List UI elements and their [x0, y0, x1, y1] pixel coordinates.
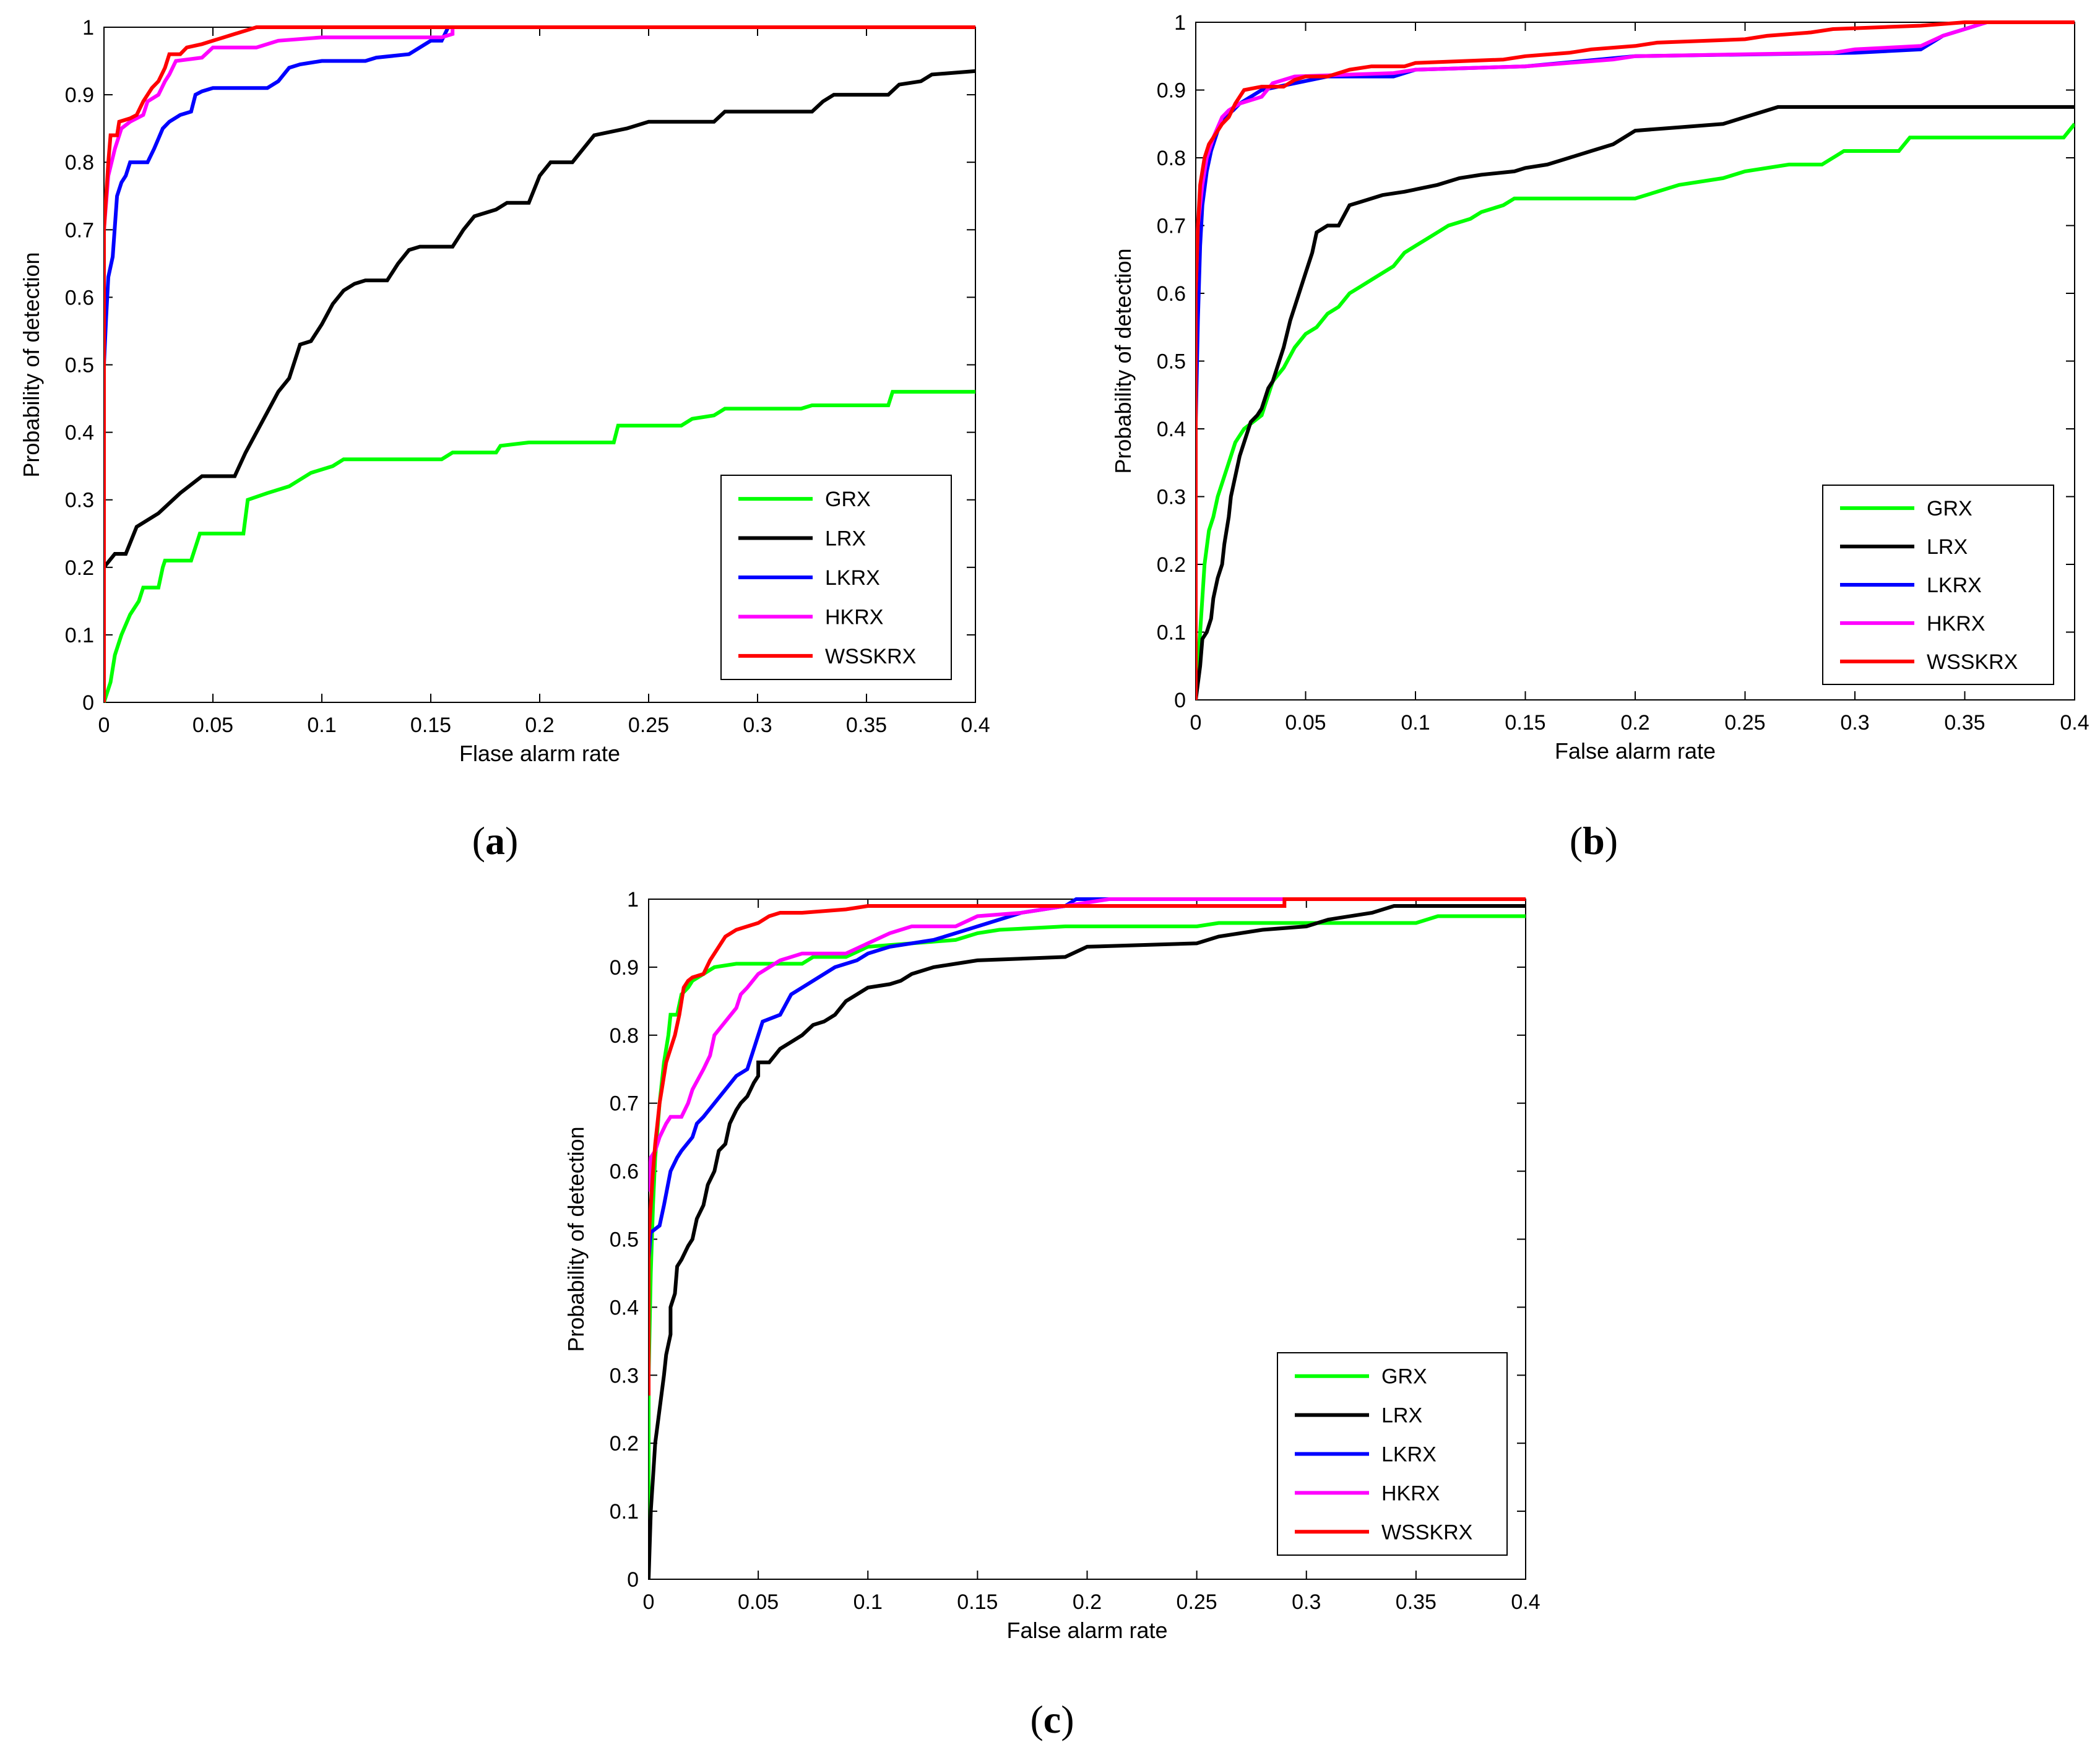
x-tick-label: 0.2 — [1620, 711, 1649, 735]
chart-panel-c: 0 0.05 0.1 0.15 0.2 0.25 0.3 0.35 0.4 0 0.1 0.2 0.3 0… — [563, 888, 1540, 1741]
y-tick-label: 0.7 — [65, 218, 94, 242]
y-tick-label: 0.8 — [610, 1024, 639, 1048]
series-line-lkrx — [104, 27, 975, 365]
x-axis-label: False alarm rate — [1555, 738, 1716, 764]
y-tick-label: 0.6 — [65, 286, 94, 309]
x-tick-label: 0.3 — [1292, 1590, 1321, 1614]
y-tick-label: 0 — [627, 1568, 639, 1592]
y-tick-label: 0.1 — [1157, 621, 1186, 645]
y-tick-label: 0.2 — [610, 1432, 639, 1455]
x-tick-label: 0.15 — [1505, 711, 1545, 735]
y-tick-label: 0.9 — [610, 956, 639, 980]
x-tick-label: 0.3 — [1840, 711, 1869, 735]
x-tick-label: 0 — [1190, 711, 1202, 735]
y-tick-label: 0.4 — [1157, 418, 1186, 441]
legend-label-lkrx: LKRX — [1927, 574, 1982, 597]
y-tick-label: 1 — [1174, 11, 1186, 35]
legend-label-hkrx: HKRX — [825, 605, 883, 629]
panel-label-b: (b) — [1570, 819, 1618, 863]
y-tick-label: 0.4 — [610, 1296, 639, 1319]
series-line-hkrx — [1196, 22, 2075, 293]
x-tick-label: 0 — [643, 1590, 655, 1614]
x-tick-label: 0.2 — [1073, 1590, 1102, 1614]
y-tick-label: 0.1 — [610, 1500, 639, 1524]
legend-label-grx: GRX — [1381, 1365, 1427, 1389]
x-tick-label: 0.1 — [1401, 711, 1430, 735]
legend-label-lkrx: LKRX — [825, 566, 880, 590]
x-tick-label: 0.1 — [307, 714, 336, 737]
y-tick-label: 0.6 — [610, 1160, 639, 1184]
legend-label-wsskrx: WSSKRX — [1381, 1520, 1472, 1544]
x-tick-label: 0.35 — [1944, 711, 1985, 735]
legend-label-lrx: LRX — [825, 527, 866, 551]
legend-label-wsskrx: WSSKRX — [825, 645, 916, 668]
series-line-lkrx — [1196, 22, 2075, 422]
legend-label-lrx: LRX — [1927, 535, 1968, 559]
x-tick-label: 0.15 — [410, 714, 451, 737]
y-tick-label: 0.3 — [65, 489, 94, 512]
legend-label-hkrx: HKRX — [1927, 612, 1985, 636]
legend: GRX LRX LKRX HKRX WSSKRX — [1277, 1353, 1507, 1555]
panel-label-a: (a) — [472, 819, 519, 863]
x-tick-label: 0.05 — [192, 714, 233, 737]
x-axis-label: Flase alarm rate — [459, 741, 620, 766]
x-tick-label: 0 — [98, 714, 110, 737]
legend-label-hkrx: HKRX — [1381, 1481, 1440, 1505]
y-tick-label: 0.6 — [1157, 282, 1186, 306]
y-tick-label: 0.3 — [610, 1364, 639, 1387]
legend-label-grx: GRX — [1927, 497, 1973, 520]
x-tick-label: 0.25 — [1724, 711, 1765, 735]
series-line-hkrx — [104, 27, 975, 230]
legend-label-wsskrx: WSSKRX — [1927, 650, 2018, 674]
x-tick-label: 0.3 — [743, 714, 772, 737]
x-tick-label: 0.4 — [961, 714, 990, 737]
y-tick-label: 1 — [82, 16, 94, 40]
y-tick-label: 0.7 — [1157, 215, 1186, 238]
series-line-lkrx — [649, 899, 1526, 1260]
x-tick-label: 0.1 — [853, 1590, 883, 1614]
y-tick-label: 0.1 — [65, 624, 94, 647]
legend: GRX LRX LKRX HKRX WSSKRX — [1823, 485, 2054, 684]
x-tick-label: 0.35 — [846, 714, 887, 737]
y-axis-label: Probability of detection — [563, 1126, 589, 1352]
series-line-wsskrx — [649, 899, 1526, 1395]
y-tick-label: 0.2 — [65, 556, 94, 580]
x-tick-label: 0.05 — [1285, 711, 1326, 735]
y-tick-label: 0.9 — [65, 84, 94, 107]
roc-figure: 0 0.05 0.1 0.15 0.2 0.25 0.3 0.35 0.4 0 0.1 0.2 0.3 0… — [0, 0, 2100, 1742]
x-axis-label: False alarm rate — [1006, 1618, 1167, 1643]
chart-panel-b: 0 0.05 0.1 0.15 0.2 0.25 0.3 0.35 0.4 0 0.1 0.2 0.3 0… — [1110, 11, 2089, 863]
x-tick-label: 0.4 — [2060, 711, 2089, 735]
chart-panel-a: 0 0.05 0.1 0.15 0.2 0.25 0.3 0.35 0.4 0 0.1 0.2 0.3 0… — [19, 16, 990, 863]
x-tick-label: 0.05 — [738, 1590, 779, 1614]
y-axis-label: Probability of detection — [1110, 248, 1136, 473]
panel-label-c: (c) — [1030, 1697, 1074, 1741]
legend: GRX LRX LKRX HKRX WSSKRX — [721, 475, 951, 679]
legend-label-lrx: LRX — [1381, 1404, 1422, 1428]
x-tick-label: 0.4 — [1511, 1590, 1540, 1614]
y-tick-label: 0.8 — [65, 151, 94, 175]
x-tick-label: 0.15 — [957, 1590, 998, 1614]
y-tick-label: 0.7 — [610, 1092, 639, 1116]
x-tick-label: 0.2 — [525, 714, 554, 737]
y-tick-label: 0.3 — [1157, 486, 1186, 509]
y-tick-label: 0.8 — [1157, 147, 1186, 170]
x-tick-label: 0.25 — [1177, 1590, 1217, 1614]
y-tick-label: 0.9 — [1157, 79, 1186, 103]
legend-label-grx: GRX — [825, 488, 871, 511]
series-line-hkrx — [649, 899, 1526, 1192]
y-tick-label: 0.5 — [1157, 350, 1186, 374]
y-tick-label: 0.4 — [65, 421, 94, 445]
y-tick-label: 0 — [82, 691, 94, 715]
y-tick-label: 0.5 — [610, 1228, 639, 1252]
y-tick-label: 0 — [1174, 689, 1186, 712]
y-tick-label: 0.2 — [1157, 553, 1186, 577]
x-tick-label: 0.35 — [1396, 1590, 1437, 1614]
y-axis-label: Probability of detection — [19, 252, 44, 477]
y-tick-label: 1 — [627, 888, 639, 912]
y-tick-label: 0.5 — [65, 354, 94, 377]
legend-label-lkrx: LKRX — [1381, 1443, 1437, 1467]
x-tick-label: 0.25 — [628, 714, 669, 737]
